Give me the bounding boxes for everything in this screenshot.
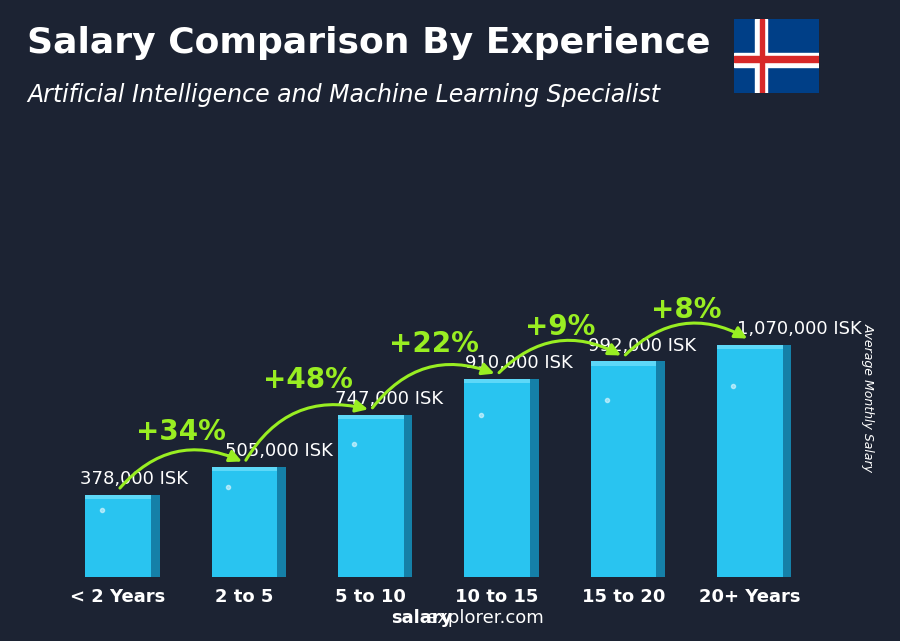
Bar (338, 415, 403, 419)
Bar (716, 345, 782, 577)
Text: +22%: +22% (389, 330, 479, 358)
Text: 1,070,000 ISK: 1,070,000 ISK (737, 320, 862, 338)
Bar (716, 345, 782, 349)
Text: Average Monthly Salary: Average Monthly Salary (862, 323, 875, 472)
Text: Artificial Intelligence and Machine Learning Specialist: Artificial Intelligence and Machine Lear… (27, 83, 660, 107)
Text: salary: salary (392, 609, 453, 627)
Text: 505,000 ISK: 505,000 ISK (226, 442, 333, 460)
Bar (590, 362, 656, 577)
Bar (734, 53, 819, 67)
Text: 747,000 ISK: 747,000 ISK (336, 390, 444, 408)
Bar (530, 379, 539, 577)
Bar (86, 495, 151, 499)
Bar (464, 379, 530, 383)
Bar (782, 345, 791, 577)
Bar (734, 56, 819, 62)
Bar (212, 467, 277, 471)
Bar (277, 467, 286, 577)
Text: +9%: +9% (525, 313, 596, 340)
Bar (464, 379, 530, 577)
Text: +48%: +48% (263, 366, 353, 394)
Text: explorer.com: explorer.com (392, 609, 544, 627)
Bar (590, 362, 656, 365)
Bar (212, 467, 277, 577)
Text: 378,000 ISK: 378,000 ISK (80, 470, 188, 488)
Text: Salary Comparison By Experience: Salary Comparison By Experience (27, 26, 710, 60)
Bar (656, 362, 665, 577)
Bar (86, 495, 151, 577)
Bar (403, 415, 412, 577)
Text: +8%: +8% (652, 296, 722, 324)
Text: 910,000 ISK: 910,000 ISK (465, 354, 573, 372)
Text: +34%: +34% (136, 419, 226, 446)
Bar (760, 19, 764, 93)
Bar (151, 495, 160, 577)
Bar (755, 19, 767, 93)
Text: 992,000 ISK: 992,000 ISK (588, 337, 696, 354)
Bar (338, 415, 403, 577)
